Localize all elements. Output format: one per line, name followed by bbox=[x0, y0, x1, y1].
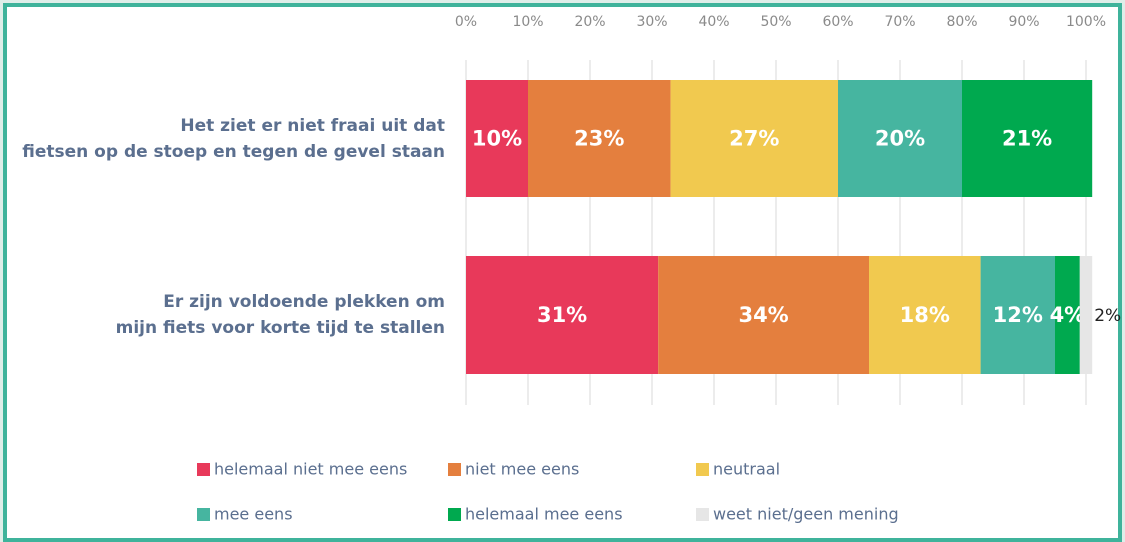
legend-label: niet mee eens bbox=[465, 460, 579, 479]
data-label: 23% bbox=[574, 127, 624, 151]
data-label: 20% bbox=[875, 127, 925, 151]
x-tick-label: 60% bbox=[822, 14, 853, 30]
x-tick-label: 40% bbox=[698, 14, 729, 30]
bar-segment bbox=[838, 80, 962, 197]
x-tick-label: 100% bbox=[1066, 14, 1106, 30]
data-label: 34% bbox=[738, 303, 788, 327]
data-label: 4% bbox=[1050, 303, 1086, 327]
bar-segment bbox=[1079, 256, 1093, 374]
bar-segment bbox=[980, 256, 1055, 374]
data-label: 31% bbox=[537, 303, 587, 327]
x-tick-label: 20% bbox=[574, 14, 605, 30]
bar-segment bbox=[466, 256, 659, 374]
data-label: 10% bbox=[472, 127, 522, 151]
legend-label: helemaal mee eens bbox=[465, 505, 623, 524]
legend-label: mee eens bbox=[214, 505, 293, 524]
legend-label: neutraal bbox=[713, 460, 780, 479]
bar-segment bbox=[466, 80, 528, 197]
x-tick-label: 50% bbox=[760, 14, 791, 30]
x-tick-label: 70% bbox=[884, 14, 915, 30]
category-label: Het ziet er niet fraai uit dat fietsen o… bbox=[22, 115, 445, 162]
legend-swatch bbox=[197, 508, 210, 521]
bar-segment bbox=[670, 80, 838, 197]
bar-segment bbox=[528, 80, 671, 197]
x-tick-label: 10% bbox=[512, 14, 543, 30]
data-label: 27% bbox=[729, 127, 779, 151]
data-label: 2% bbox=[1094, 306, 1121, 326]
x-tick-label: 30% bbox=[636, 14, 667, 30]
bar-segment bbox=[658, 256, 869, 374]
bar-segment bbox=[962, 80, 1093, 197]
legend-swatch bbox=[197, 463, 210, 476]
legend-swatch bbox=[448, 463, 461, 476]
x-tick-label: 0% bbox=[455, 14, 477, 30]
x-tick-label: 90% bbox=[1008, 14, 1039, 30]
data-label: 18% bbox=[900, 303, 950, 327]
data-label: 12% bbox=[993, 303, 1043, 327]
legend-swatch bbox=[696, 508, 709, 521]
legend-swatch bbox=[696, 463, 709, 476]
legend-swatch bbox=[448, 508, 461, 521]
data-label: 21% bbox=[1002, 127, 1052, 151]
legend-label: weet niet/geen mening bbox=[713, 505, 899, 524]
bar-segment bbox=[869, 256, 981, 374]
legend-label: helemaal niet mee eens bbox=[214, 460, 407, 479]
x-tick-label: 80% bbox=[946, 14, 977, 30]
category-label: Er zijn voldoende plekken om mijn fiets … bbox=[115, 292, 445, 338]
bar-segment bbox=[1055, 256, 1080, 374]
